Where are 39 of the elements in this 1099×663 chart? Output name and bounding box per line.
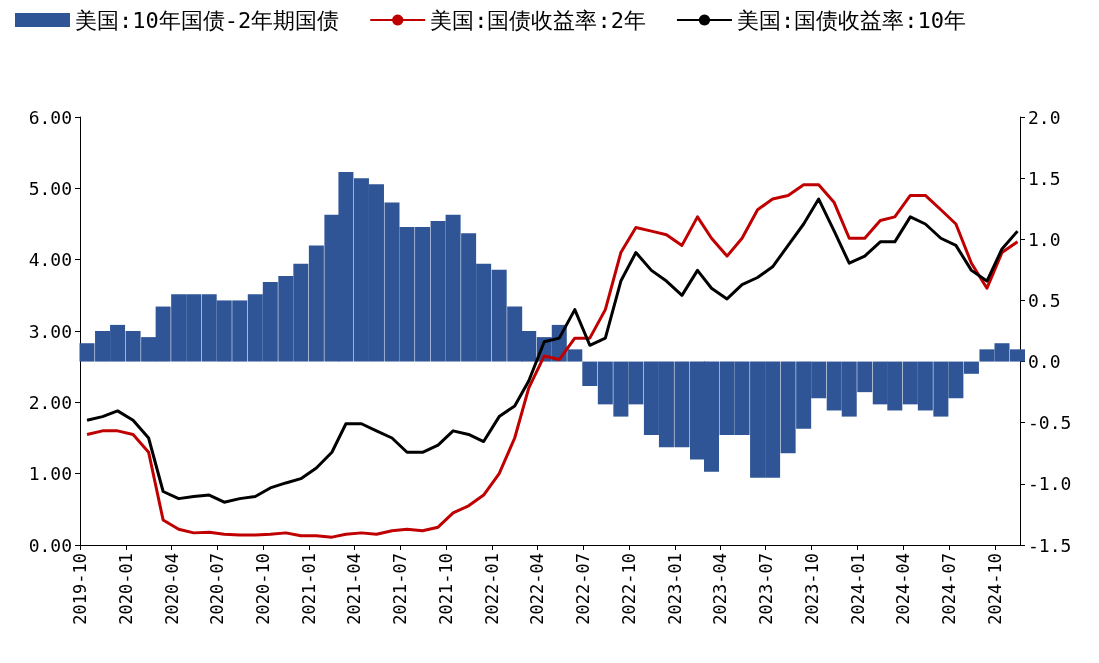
x-tick-label: 2024-10 (984, 553, 1005, 625)
legend-label: 美国:10年国债-2年期国债 (75, 7, 340, 33)
x-tick-label: 2024-01 (847, 553, 868, 625)
y2-tick-label: 2.0 (1028, 106, 1061, 128)
x-tick-label: 2021-04 (344, 553, 365, 625)
x-tick-label: 2023-01 (664, 553, 685, 625)
y-tick-label: 3.00 (28, 320, 72, 342)
x-tick-label: 2022-07 (572, 553, 593, 625)
x-tick-label: 2019-10 (70, 553, 90, 625)
x-tick-label: 2021-07 (390, 553, 411, 625)
x-tick-label: 2022-04 (527, 553, 548, 625)
y-tick-label: 4.00 (28, 249, 72, 271)
x-tick-label: 2021-10 (436, 553, 457, 625)
x-tick-label: 2021-01 (299, 553, 320, 625)
y-tick-label: 6.00 (28, 106, 72, 128)
y2-tick-label: 0.5 (1028, 289, 1061, 311)
x-tick-label: 2020-10 (253, 553, 274, 625)
y2-tick-label: -1.0 (1028, 473, 1072, 495)
legend-label: 美国:国债收益率:10年 (736, 7, 966, 33)
x-tick-label: 2022-10 (618, 553, 639, 625)
y2-tick-label: -0.5 (1028, 412, 1072, 434)
x-tick-label: 2024-07 (938, 553, 959, 625)
legend-label: 美国:国债收益率:2年 (430, 7, 646, 33)
y2-tick-label: 0.0 (1028, 351, 1061, 373)
x-tick-label: 2023-07 (755, 553, 776, 625)
y-tick-label: 0.00 (28, 534, 72, 556)
x-tick-label: 2024-04 (893, 553, 914, 625)
y2-tick-label: 1.0 (1028, 228, 1061, 250)
x-tick-label: 2023-10 (801, 553, 822, 625)
x-tick-label: 2020-04 (161, 553, 182, 625)
y-tick-label: 1.00 (28, 463, 72, 485)
x-tick-label: 2020-01 (116, 553, 137, 625)
y-tick-label: 5.00 (28, 177, 72, 199)
y2-tick-label: -1.5 (1028, 534, 1072, 556)
x-tick-label: 2022-01 (482, 553, 503, 625)
x-tick-label: 2020-07 (207, 553, 228, 625)
y-tick-label: 2.00 (28, 391, 72, 413)
y2-tick-label: 1.5 (1028, 167, 1061, 189)
x-tick-label: 2023-04 (710, 553, 731, 625)
